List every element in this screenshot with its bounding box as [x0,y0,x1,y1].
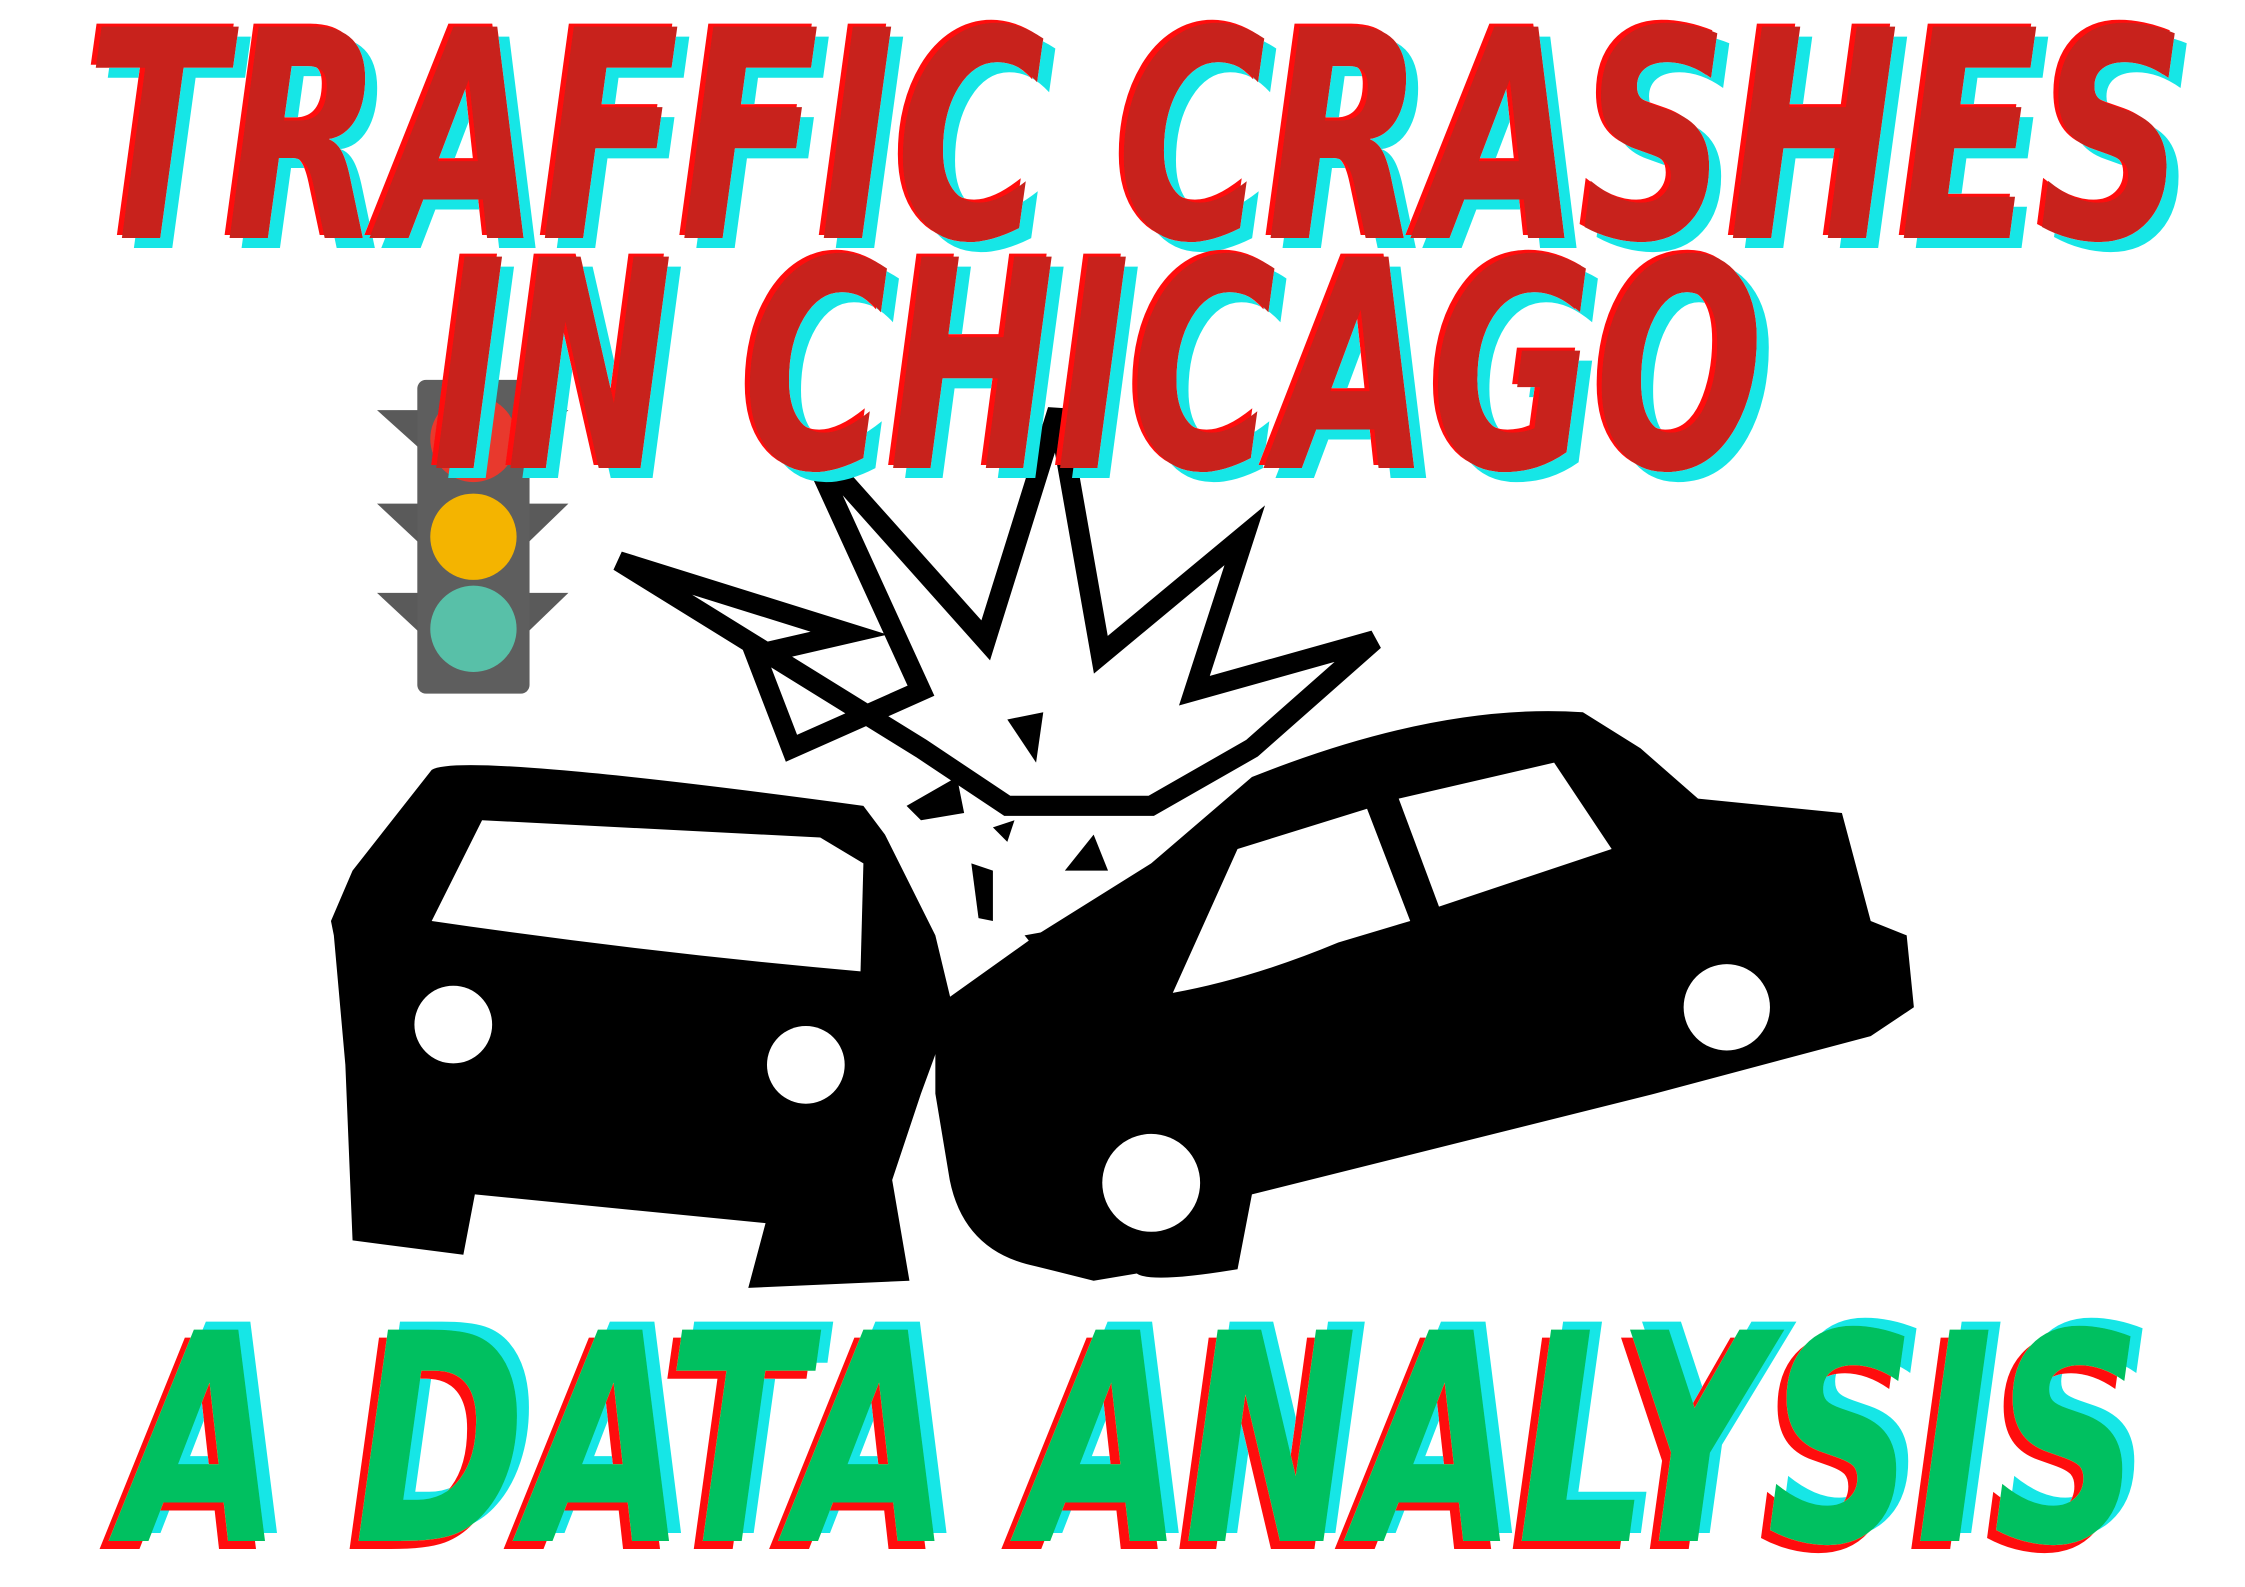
right-car [935,711,1914,1281]
left-car-window [431,820,864,972]
wheel [1102,1133,1201,1232]
wheel [1683,964,1770,1051]
right-headlight [766,1026,845,1104]
traffic-light [377,379,569,694]
title-line-1: TRAFFIC CRASHES [86,0,2186,307]
right-car-window [1398,762,1612,907]
subtitle: A DATA ANALYSIS [106,1273,2142,1587]
left-headlight [414,985,493,1064]
illustration [330,379,1914,1288]
title-line-2: IN CHICAGO [432,200,1764,537]
right-car-window [1172,808,1411,993]
explosion [613,407,1381,816]
